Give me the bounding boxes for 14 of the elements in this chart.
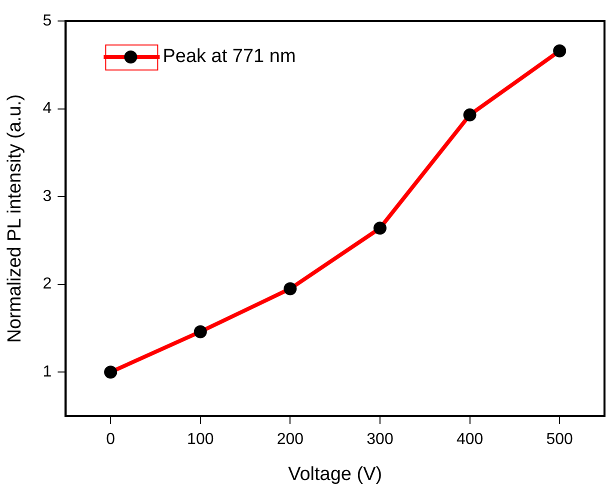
x-tick-label: 500 bbox=[546, 431, 574, 448]
x-tick-label: 400 bbox=[456, 431, 484, 448]
y-tick-label: 5 bbox=[42, 12, 52, 30]
y-tick-label: 1 bbox=[42, 364, 52, 381]
y-tick-label: 3 bbox=[42, 188, 52, 205]
y-tick-label: 2 bbox=[42, 276, 52, 293]
x-tick-label: 200 bbox=[276, 431, 304, 448]
x-tick-label: 0 bbox=[106, 431, 116, 448]
y-tick-label: 4 bbox=[42, 100, 52, 118]
x-tick-label: 100 bbox=[187, 431, 214, 448]
legend-label: Peak at 771 nm bbox=[162, 46, 296, 68]
x-tick-label: 300 bbox=[366, 431, 394, 448]
y-axis-title: Normalized PL intensity (a.u.) bbox=[4, 94, 26, 343]
x-axis-title: Voltage (V) bbox=[288, 464, 382, 485]
